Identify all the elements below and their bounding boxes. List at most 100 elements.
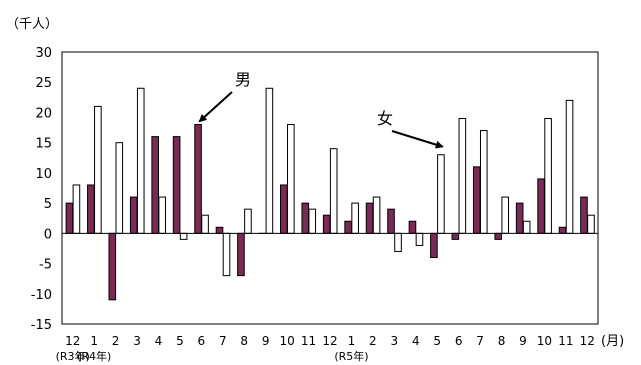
x-tick-label: 5 xyxy=(176,334,184,348)
male-bar xyxy=(108,232,117,301)
y-tick-label: 30 xyxy=(35,46,52,61)
female-bar xyxy=(372,196,381,234)
x-tick-label: 4 xyxy=(155,334,163,348)
female-bar xyxy=(158,196,166,234)
plot-frame xyxy=(61,51,599,325)
female-bar xyxy=(501,196,510,234)
male-bar xyxy=(344,220,352,234)
y-tick-label: -15 xyxy=(31,318,52,333)
annotation-label: 女 xyxy=(377,109,393,128)
male-bar xyxy=(172,136,181,234)
male-bar xyxy=(301,202,310,234)
x-axis-labels: 12 1 2 3 4 5 6 7 8 9 10 11 12 1 2 3 4 5 6 7 8 9 10 11 12 xyxy=(65,334,595,348)
female-bar xyxy=(544,117,552,234)
x-tick-label: 5 xyxy=(433,334,441,348)
female-bar xyxy=(179,232,188,240)
female-bar xyxy=(329,148,338,234)
male-bar xyxy=(129,196,138,234)
annotation-label: 男 xyxy=(235,70,251,89)
male-bar xyxy=(494,232,503,240)
x-tick-label: 12 xyxy=(322,334,337,348)
female-bar xyxy=(201,214,209,234)
annotation-arrow xyxy=(198,91,233,123)
male-bar xyxy=(87,184,95,234)
x-tick-label: 12 xyxy=(580,334,595,348)
male-bar xyxy=(537,178,545,234)
x-tick-label: 7 xyxy=(219,334,227,348)
annotations: 男女 xyxy=(198,70,444,149)
y-tick-label: -5 xyxy=(39,258,52,273)
male-bar xyxy=(387,208,395,234)
male-bar xyxy=(280,184,288,234)
year-label: (R4年) xyxy=(77,349,111,363)
x-tick-label: 11 xyxy=(558,334,573,348)
female-bar xyxy=(437,154,445,234)
y-tick-label: 0 xyxy=(44,227,52,242)
x-tick-label: 11 xyxy=(301,334,316,348)
male-bar xyxy=(151,136,159,234)
y-tick-label: 15 xyxy=(35,137,52,152)
x-tick-label: 3 xyxy=(390,334,398,348)
male-bar xyxy=(515,202,524,234)
female-bar xyxy=(244,208,252,234)
female-bar xyxy=(287,124,295,234)
x-tick-label: 12 xyxy=(65,334,80,348)
female-bar xyxy=(479,130,488,234)
female-bar xyxy=(308,208,317,234)
male-bar xyxy=(430,232,438,259)
female-bar xyxy=(565,99,574,234)
female-bar xyxy=(94,105,102,234)
y-unit-label: （千人） xyxy=(6,17,58,32)
x-tick-label: 10 xyxy=(279,334,294,348)
x-tick-label: 1 xyxy=(348,334,356,348)
y-axis-labels: 30 25 20 15 10 5 0 -5 -10 -15 xyxy=(31,46,52,333)
male-bar xyxy=(580,196,588,234)
year-labels: (R3年)(R4年) (R5年) xyxy=(56,349,369,363)
y-tick-label: 25 xyxy=(35,76,52,91)
male-bar xyxy=(472,166,481,234)
x-tick-label: 8 xyxy=(240,334,248,348)
y-tick-label: 10 xyxy=(35,167,52,182)
x-tick-label: 10 xyxy=(537,334,552,348)
male-bar xyxy=(194,124,202,234)
bars xyxy=(65,87,595,301)
female-bar xyxy=(265,87,274,234)
x-tick-label: 9 xyxy=(519,334,527,348)
x-tick-label: 6 xyxy=(455,334,463,348)
male-bar xyxy=(65,202,74,234)
male-bar xyxy=(215,226,224,234)
x-tick-label: 9 xyxy=(262,334,270,348)
x-tick-label: 3 xyxy=(133,334,141,348)
x-tick-label: 6 xyxy=(198,334,206,348)
year-label: (R3年) xyxy=(56,349,90,363)
x-tick-label: 2 xyxy=(369,334,377,348)
year-label: (R5年) xyxy=(334,349,368,363)
x-tick-label: 4 xyxy=(412,334,420,348)
male-bar xyxy=(408,220,417,234)
female-bar xyxy=(522,220,531,234)
female-bar xyxy=(587,214,595,234)
annotation-arrow xyxy=(391,130,444,149)
y-tick-label: 20 xyxy=(35,106,52,121)
female-bar xyxy=(72,184,81,234)
female-bar xyxy=(458,117,467,234)
y-tick-label: -10 xyxy=(31,288,52,303)
female-bar xyxy=(351,202,359,234)
female-bar xyxy=(222,232,231,277)
male-bar xyxy=(237,232,245,277)
female-bar xyxy=(415,232,424,246)
x-tick-label: 8 xyxy=(498,334,506,348)
male-bar xyxy=(322,214,331,234)
male-bar xyxy=(558,226,567,234)
x-tick-label: 2 xyxy=(112,334,120,348)
female-bar xyxy=(394,232,402,252)
male-bar xyxy=(451,232,460,240)
male-bar xyxy=(365,202,374,234)
x-tick-label: 7 xyxy=(476,334,484,348)
x-tick-label: 1 xyxy=(90,334,98,348)
x-unit-label: (月) xyxy=(601,334,624,349)
y-tick-label: 5 xyxy=(44,197,52,212)
female-bar xyxy=(115,142,124,234)
female-bar xyxy=(136,87,145,234)
